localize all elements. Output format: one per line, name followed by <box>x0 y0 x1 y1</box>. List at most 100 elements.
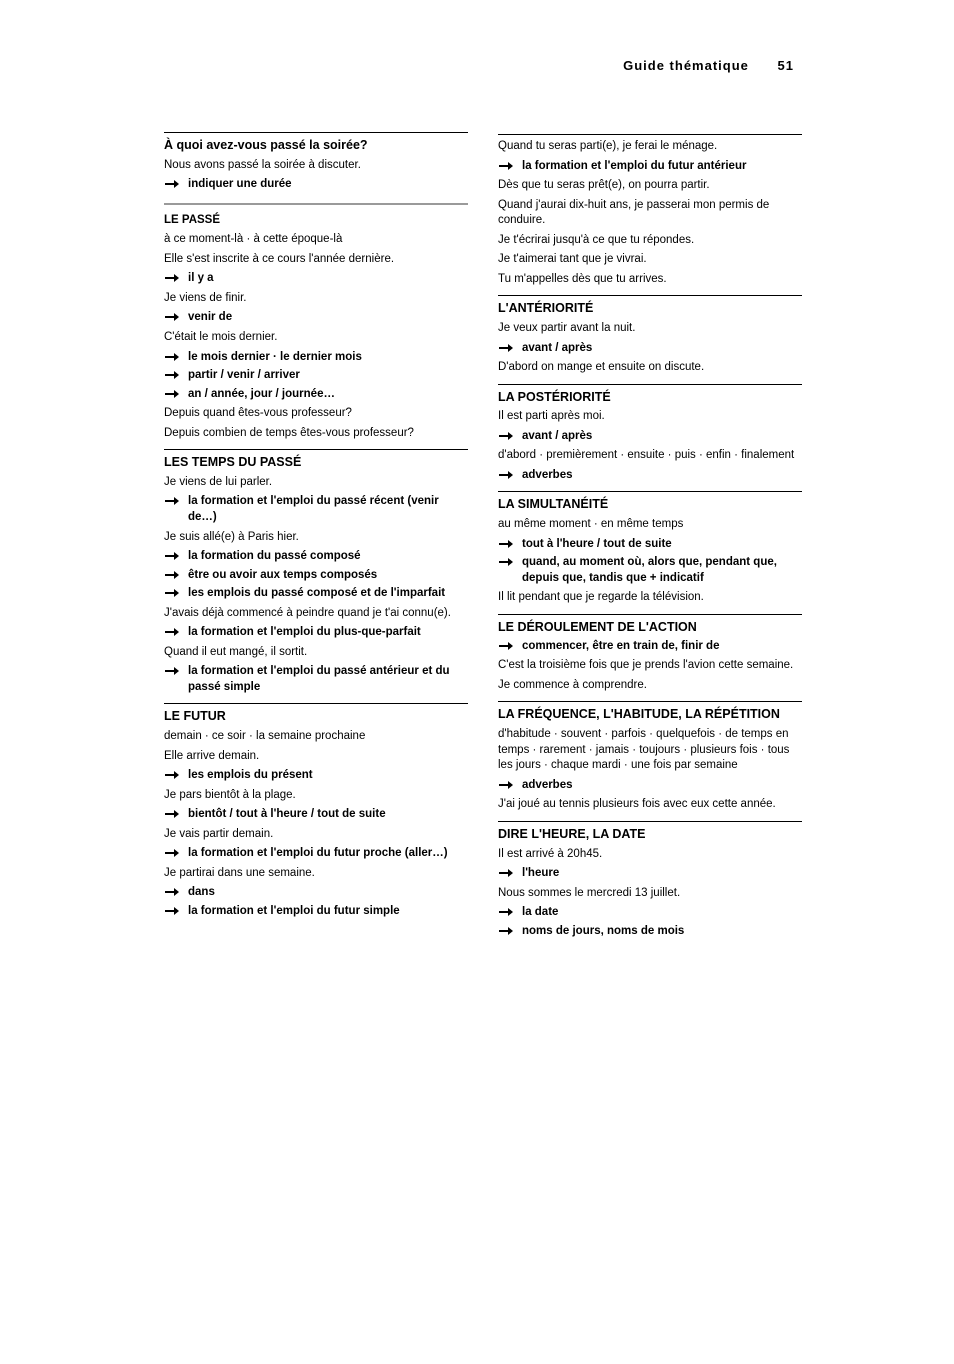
example-line: Quand tu seras parti(e), je ferai le mén… <box>498 139 802 155</box>
xref-link: l'heure <box>522 866 559 882</box>
xref-item[interactable]: les emplois du passé composé et de l'imp… <box>164 586 468 602</box>
section: À quoi avez-vous passé la soirée? Nous a… <box>164 132 468 193</box>
xref-link: la date <box>522 905 558 921</box>
columns: À quoi avez-vous passé la soirée? Nous a… <box>164 126 802 942</box>
arrow-right-icon <box>164 586 180 600</box>
xref-item[interactable]: la formation et l'emploi du passé récent… <box>164 494 468 525</box>
arrow-right-icon <box>498 555 514 569</box>
arrow-right-icon <box>498 905 514 919</box>
arrow-right-icon <box>498 778 514 792</box>
xref-link: bientôt / tout à l'heure / tout de suite <box>188 807 386 823</box>
xref-link: commencer, être en train de, finir de <box>522 639 719 655</box>
arrow-right-icon <box>498 537 514 551</box>
section: LE DÉROULEMENT DE L'ACTION commencer, êt… <box>498 614 802 693</box>
xref-item[interactable]: l'heure <box>498 866 802 882</box>
example-line: Je suis allé(e) à Paris hier. <box>164 530 468 546</box>
xref-item[interactable]: être ou avoir aux temps composés <box>164 568 468 584</box>
example-line: Je t'écrirai jusqu'à ce que tu répondes. <box>498 233 802 249</box>
section: LES TEMPS DU PASSÉ Je viens de lui parle… <box>164 449 468 695</box>
arrow-right-icon <box>164 904 180 918</box>
example-line: Dès que tu seras prêt(e), on pourra part… <box>498 178 802 194</box>
arrow-right-icon <box>164 494 180 508</box>
example-line: J'avais déjà commencé à peindre quand je… <box>164 606 468 622</box>
xref-item[interactable]: adverbes <box>498 468 802 484</box>
example-line: Quand il eut mangé, il sortit. <box>164 645 468 661</box>
section-title: LE DÉROULEMENT DE L'ACTION <box>498 614 802 636</box>
arrow-right-icon <box>164 350 180 364</box>
section: Quand tu seras parti(e), je ferai le mén… <box>498 134 802 287</box>
xref-link: la formation du passé composé <box>188 549 361 565</box>
xref-item[interactable]: bientôt / tout à l'heure / tout de suite <box>164 807 468 823</box>
xref-item[interactable]: partir / venir / arriver <box>164 368 468 384</box>
running-head-page: 51 <box>778 58 794 73</box>
xref-link: la formation et l'emploi du futur proche… <box>188 846 448 862</box>
xref-item[interactable]: avant / après <box>498 429 802 445</box>
xref-item[interactable]: la date <box>498 905 802 921</box>
xref-link: tout à l'heure / tout de suite <box>522 537 672 553</box>
section: LE FUTUR demain · ce soir · la semaine p… <box>164 703 468 919</box>
arrow-right-icon <box>164 177 180 191</box>
example-line: Il est parti après moi. <box>498 409 802 425</box>
arrow-right-icon <box>164 664 180 678</box>
xref-item[interactable]: avant / après <box>498 341 802 357</box>
xref-link: venir de <box>188 310 232 326</box>
xref-link: être ou avoir aux temps composés <box>188 568 377 584</box>
xref-item[interactable]: la formation et l'emploi du futur proche… <box>164 846 468 862</box>
example-line: Je veux partir avant la nuit. <box>498 321 802 337</box>
example-line: C'est la troisième fois que je prends l'… <box>498 658 802 674</box>
running-head-label: Guide thématique <box>623 58 749 73</box>
arrow-right-icon <box>164 846 180 860</box>
xref-link: la formation et l'emploi du passé récent… <box>188 494 468 525</box>
xref-link: il y a <box>188 271 214 287</box>
xref-item[interactable]: le mois dernier · le dernier mois <box>164 350 468 366</box>
xref-item[interactable]: la formation et l'emploi du plus-que-par… <box>164 625 468 641</box>
example-line: à ce moment-là · à cette époque-là <box>164 232 468 248</box>
xref-item[interactable]: la formation et l'emploi du futur simple <box>164 904 468 920</box>
section: LE PASSÉ à ce moment-là · à cette époque… <box>164 213 468 441</box>
example-line: Il est arrivé à 20h45. <box>498 847 802 863</box>
example-line: Je viens de finir. <box>164 291 468 307</box>
xref-link: adverbes <box>522 778 573 794</box>
xref-item[interactable]: dans <box>164 885 468 901</box>
section-title: LE FUTUR <box>164 703 468 725</box>
section: LA SIMULTANÉITÉ au même moment · en même… <box>498 491 802 605</box>
right-column: Quand tu seras parti(e), je ferai le mén… <box>498 126 802 942</box>
section-title: LA SIMULTANÉITÉ <box>498 491 802 513</box>
example-line: Je viens de lui parler. <box>164 475 468 491</box>
example-line: Je commence à comprendre. <box>498 678 802 694</box>
xref-item[interactable]: noms de jours, noms de mois <box>498 924 802 940</box>
xref-item[interactable]: an / année, jour / journée… <box>164 387 468 403</box>
example-line: Nous sommes le mercredi 13 juillet. <box>498 886 802 902</box>
example-line: Je partirai dans une semaine. <box>164 866 468 882</box>
example-line: Quand j'aurai dix-huit ans, je passerai … <box>498 198 802 229</box>
example-line: Depuis quand êtes-vous professeur? <box>164 406 468 422</box>
arrow-right-icon <box>164 271 180 285</box>
example-line: C'était le mois dernier. <box>164 330 468 346</box>
xref-link: avant / après <box>522 341 592 357</box>
xref-item[interactable]: les emplois du présent <box>164 768 468 784</box>
xref-item[interactable]: adverbes <box>498 778 802 794</box>
xref-link: les emplois du présent <box>188 768 313 784</box>
xref-link: noms de jours, noms de mois <box>522 924 684 940</box>
example-line: au même moment · en même temps <box>498 517 802 533</box>
xref-item[interactable]: la formation du passé composé <box>164 549 468 565</box>
xref-item[interactable]: commencer, être en train de, finir de <box>498 639 802 655</box>
example-line: J'ai joué au tennis plusieurs fois avec … <box>498 797 802 813</box>
section-title: LA FRÉQUENCE, L'HABITUDE, LA RÉPÉTITION <box>498 701 802 723</box>
xref-item[interactable]: tout à l'heure / tout de suite <box>498 537 802 553</box>
xref-item[interactable]: indiquer une durée <box>164 177 468 193</box>
arrow-right-icon <box>164 310 180 324</box>
xref-item[interactable]: quand, au moment où, alors que, pendant … <box>498 555 802 586</box>
example-line: Elle s'est inscrite à ce cours l'année d… <box>164 252 468 268</box>
arrow-right-icon <box>498 429 514 443</box>
xref-item[interactable]: venir de <box>164 310 468 326</box>
section-title: DIRE L'HEURE, LA DATE <box>498 821 802 843</box>
example-line: d'abord · premièrement · ensuite · puis … <box>498 448 802 464</box>
example-line: Il lit pendant que je regarde la télévis… <box>498 590 802 606</box>
xref-link: les emplois du passé composé et de l'imp… <box>188 586 445 602</box>
example-line: Je vais partir demain. <box>164 827 468 843</box>
xref-item[interactable]: la formation et l'emploi du passé antéri… <box>164 664 468 695</box>
xref-item[interactable]: il y a <box>164 271 468 287</box>
xref-item[interactable]: la formation et l'emploi du futur antéri… <box>498 159 802 175</box>
xref-link: la formation et l'emploi du plus-que-par… <box>188 625 421 641</box>
